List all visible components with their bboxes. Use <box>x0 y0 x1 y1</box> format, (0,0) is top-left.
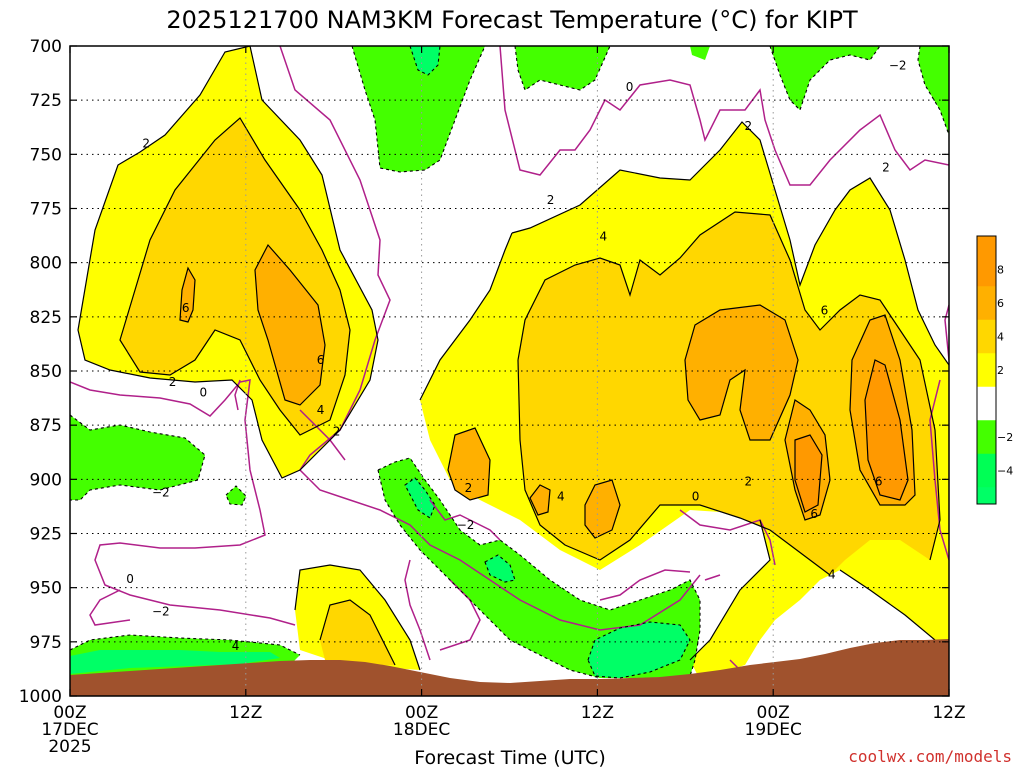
contour-label: 0 <box>626 80 634 94</box>
contour-label: −2 <box>152 605 170 619</box>
colorbar-label: −4 <box>997 465 1013 478</box>
isotherm-negative-lines <box>70 46 949 679</box>
colorbar-swatch <box>977 286 996 321</box>
contour-label: 2 <box>547 193 555 207</box>
colorbar-swatch <box>977 420 996 455</box>
fill-minus2c-top-c <box>690 46 710 60</box>
contour-label: 4 <box>232 639 240 653</box>
fill-4c-region-bottom <box>320 600 395 665</box>
chart-title: 2025121700 NAM3KM Forecast Temperature (… <box>166 6 858 34</box>
fill-minus2c-top-a <box>352 46 485 172</box>
colorbar-frame <box>976 235 997 505</box>
y-tick-label: 825 <box>30 308 62 328</box>
y-tick-label: 725 <box>30 91 62 111</box>
contour-label: 2 <box>333 425 341 439</box>
fill-6c-region-b <box>255 245 325 405</box>
y-tick-label: 900 <box>30 470 62 490</box>
colorbar: 8 6 4 2 −2 −4 <box>976 235 1013 505</box>
contour-label: 2 <box>169 375 177 389</box>
contour-label: 6 <box>317 353 325 367</box>
contour-label: 4 <box>317 403 325 417</box>
x-tick-label: 19DEC <box>745 720 802 740</box>
y-tick-label: 1000 <box>19 687 62 707</box>
colorbar-swatch <box>977 453 996 489</box>
y-tick-label: 700 <box>30 37 62 57</box>
fill-minus2c-top-d <box>770 46 880 110</box>
colorbar-label: −2 <box>997 431 1013 444</box>
fill-minus4c-bottom-left <box>70 650 280 674</box>
terrain-fill <box>70 639 949 696</box>
x-tick-label: 18DEC <box>393 720 450 740</box>
x-tick-label: 12Z <box>581 703 614 723</box>
contour-label: 2 <box>465 481 473 495</box>
x-tick-label: 2025 <box>48 737 91 757</box>
x-tick-label: 12Z <box>932 703 965 723</box>
fill-8c-region-b <box>865 360 908 500</box>
contour-label: 6 <box>810 507 818 521</box>
fill-8c-region-a <box>795 435 822 512</box>
fill-minus4c-bottom-center <box>588 622 690 678</box>
grid-lines <box>70 46 949 696</box>
x-tick-label: 17DEC <box>41 720 98 740</box>
fill-minus2c-left <box>70 415 205 500</box>
contour-label: 0 <box>126 572 134 586</box>
contour-label: 2 <box>142 137 150 151</box>
fill-minus4c-top <box>410 46 440 75</box>
y-tick-label: 950 <box>30 579 62 599</box>
colorbar-swatch <box>977 386 996 422</box>
contour-label: −2 <box>889 59 907 73</box>
contour-label: 2 <box>882 160 890 174</box>
fill-minus2c-top-b <box>515 46 610 90</box>
y-tick-label: 875 <box>30 416 62 436</box>
colorbar-label: 6 <box>997 297 1004 310</box>
fill-6c-region-a <box>180 268 195 322</box>
isotherm-positive-lines <box>77 46 949 671</box>
contour-label: 0 <box>692 490 700 504</box>
colorbar-bottom-cap <box>977 487 996 504</box>
contour-label: 4 <box>599 230 607 244</box>
y-tick-label: 975 <box>30 633 62 653</box>
x-tick-label: 00Z <box>405 703 438 723</box>
contour-label: 0 <box>199 386 207 400</box>
contour-label: 6 <box>821 303 829 317</box>
isotherm-0c-lines <box>70 46 949 669</box>
contour-label: 2 <box>744 475 752 489</box>
colorbar-swatch <box>977 353 996 388</box>
fill-6c-region-e <box>585 480 620 538</box>
fill-minus4c-center-b <box>485 555 515 582</box>
contour-label: 4 <box>557 490 565 504</box>
plot-area <box>70 46 949 696</box>
colorbar-label: 4 <box>997 331 1004 344</box>
fill-4c-region-right <box>518 212 940 575</box>
contour-label: 6 <box>875 475 883 489</box>
colorbar-swatch <box>977 319 996 355</box>
y-tick-label: 775 <box>30 200 62 220</box>
contour-label: 6 <box>182 301 190 315</box>
fill-6c-region-f <box>685 305 798 440</box>
y-tick-label: 925 <box>30 525 62 545</box>
fill-6c-region-c <box>448 428 490 500</box>
fill-minus2c-center <box>378 458 700 678</box>
contour-label: −2 <box>457 518 475 532</box>
watermark: coolwx.com/models <box>848 747 1012 766</box>
colorbar-swatch <box>977 252 996 288</box>
fill-minus4c-center-a <box>405 478 435 518</box>
x-axis-title: Forecast Time (UTC) <box>414 747 605 768</box>
y-axis: 700 725 750 775 800 825 850 875 900 925 950 975 1000 <box>19 37 949 707</box>
y-tick-label: 800 <box>30 254 62 274</box>
contour-label: 2 <box>744 119 752 133</box>
x-tick-label: 12Z <box>229 703 262 723</box>
y-tick-label: 850 <box>30 362 62 382</box>
x-tick-label: 00Z <box>53 703 86 723</box>
y-tick-label: 750 <box>30 145 62 165</box>
contour-label: −2 <box>152 485 170 499</box>
contour-label: 4 <box>828 568 836 582</box>
x-tick-label: 00Z <box>757 703 790 723</box>
colorbar-label: 8 <box>997 264 1004 277</box>
colorbar-label: 2 <box>997 364 1004 377</box>
colorbar-top-cap <box>977 236 996 254</box>
